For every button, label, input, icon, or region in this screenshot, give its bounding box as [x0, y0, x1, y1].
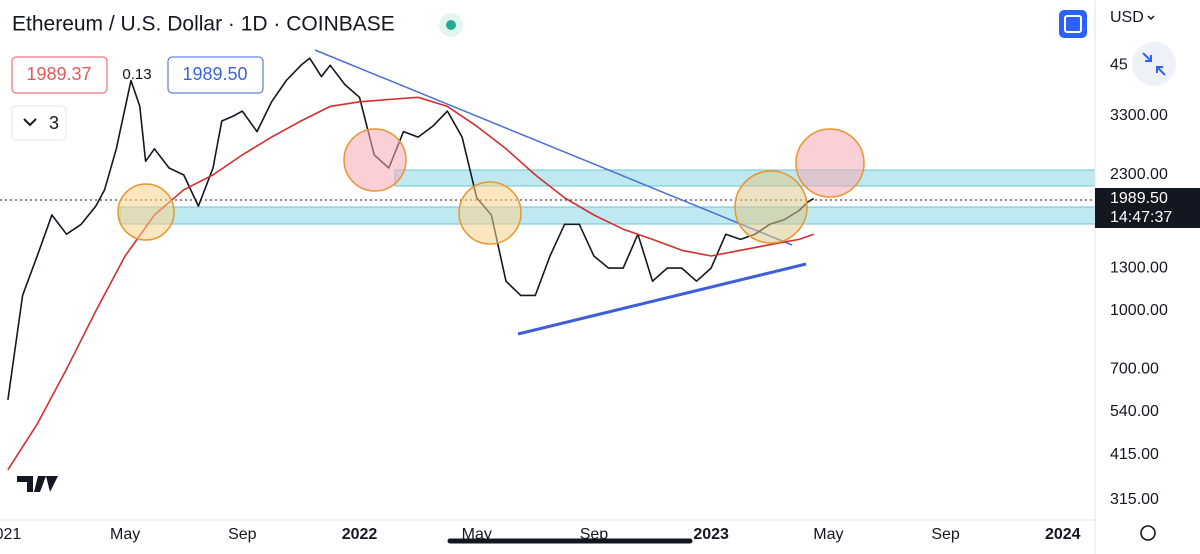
x-tick-label: 2024	[1045, 526, 1081, 543]
ask-price: 1989.50	[182, 64, 247, 84]
last-price: 1989.50	[1110, 190, 1168, 207]
highlight-circle	[117, 183, 175, 241]
y-tick-label: 1300.00	[1110, 259, 1168, 276]
y-tick-label: 315.00	[1110, 491, 1159, 508]
chart-title: Ethereum / U.S. Dollar · 1D · COINBASE	[12, 13, 395, 36]
x-tick-label: May	[813, 526, 843, 543]
highlight-circle	[795, 128, 865, 198]
y-tick-label: 540.00	[1110, 403, 1159, 420]
y-tick-label: 45	[1110, 57, 1128, 74]
highlight-circle	[343, 128, 407, 192]
countdown: 14:47:37	[1110, 209, 1172, 226]
x-tick-label: 021	[0, 526, 21, 543]
fullscreen-button[interactable]	[1059, 10, 1087, 38]
indicator-count: 3	[49, 113, 59, 133]
settings-icon[interactable]	[1140, 525, 1156, 541]
currency[interactable]: USD	[1110, 9, 1144, 26]
trend-line	[517, 262, 807, 336]
y-tick-label: 415.00	[1110, 446, 1159, 463]
y-tick-label: 2300.00	[1110, 166, 1168, 183]
collapse-button[interactable]	[1132, 42, 1176, 86]
status-dot	[446, 20, 456, 30]
x-tick-label: 2023	[693, 526, 729, 543]
chevron-icon	[23, 118, 37, 127]
bid-box	[11, 56, 108, 94]
x-tick-label: Sep	[580, 526, 609, 543]
fullscreen-icon	[1064, 15, 1082, 33]
ask-box	[167, 56, 264, 94]
collapse-icon	[1142, 52, 1166, 76]
trend-line	[314, 49, 793, 246]
price-line	[7, 96, 814, 471]
x-tick-label: 2022	[342, 526, 378, 543]
logo	[17, 476, 58, 492]
chevron-icon	[1147, 15, 1155, 21]
spread: 0.13	[122, 66, 151, 83]
x-tick-label: May	[110, 526, 140, 543]
highlight-circle	[458, 181, 522, 245]
y-tick-label: 700.00	[1110, 360, 1159, 377]
indicator-toggle[interactable]	[11, 105, 67, 141]
x-tick-label: Sep	[931, 526, 960, 543]
y-tick-label: 1000.00	[1110, 302, 1168, 319]
highlight-circle	[734, 170, 808, 244]
x-tick-label: May	[462, 526, 492, 543]
bid-price: 1989.37	[26, 64, 91, 84]
y-tick-label: 3300.00	[1110, 107, 1168, 124]
price-label	[1095, 188, 1200, 228]
x-tick-label: Sep	[228, 526, 257, 543]
